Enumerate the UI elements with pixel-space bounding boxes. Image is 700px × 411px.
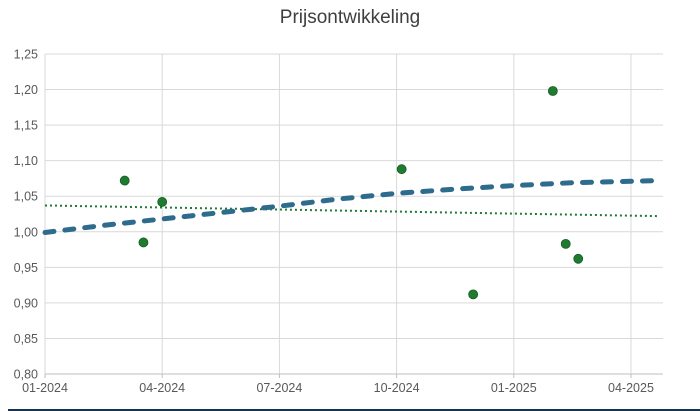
data-point: [560, 238, 571, 249]
data-point: [547, 86, 558, 96]
log-trendline-dashed: [42, 178, 662, 235]
chart-title: Prijsontwikkeling: [279, 7, 421, 28]
y-tick-label: 1,10: [14, 154, 38, 168]
x-tick-label: 01-2025: [491, 381, 537, 395]
y-tick-label: 0,95: [14, 261, 38, 275]
y-tick-label: 0,85: [14, 332, 38, 346]
x-tick-label: 01-2024: [22, 381, 68, 395]
data-point: [468, 289, 479, 300]
x-tick-label: 10-2024: [374, 381, 420, 395]
x-tick-label: 07-2024: [256, 381, 302, 395]
data-point: [138, 237, 149, 248]
bottom-edge-bar: [8, 409, 700, 411]
x-tick-label: 04-2024: [139, 381, 185, 395]
data-point: [119, 175, 130, 186]
y-tick-label: 1,05: [14, 190, 38, 204]
y-tick-label: 1,00: [14, 225, 38, 239]
x-tick-label: 04-2025: [608, 381, 654, 395]
y-tick-label: 0,80: [14, 368, 38, 382]
y-tick-label: 1,15: [14, 119, 38, 133]
y-tick-label: 0,90: [14, 296, 38, 310]
data-point: [573, 253, 584, 264]
y-tick-label: 1,25: [14, 48, 38, 62]
y-tick-label: 1,20: [14, 83, 38, 97]
data-point: [396, 164, 407, 175]
linear-trendline-dotted: [44, 204, 660, 218]
data-point: [157, 197, 168, 207]
